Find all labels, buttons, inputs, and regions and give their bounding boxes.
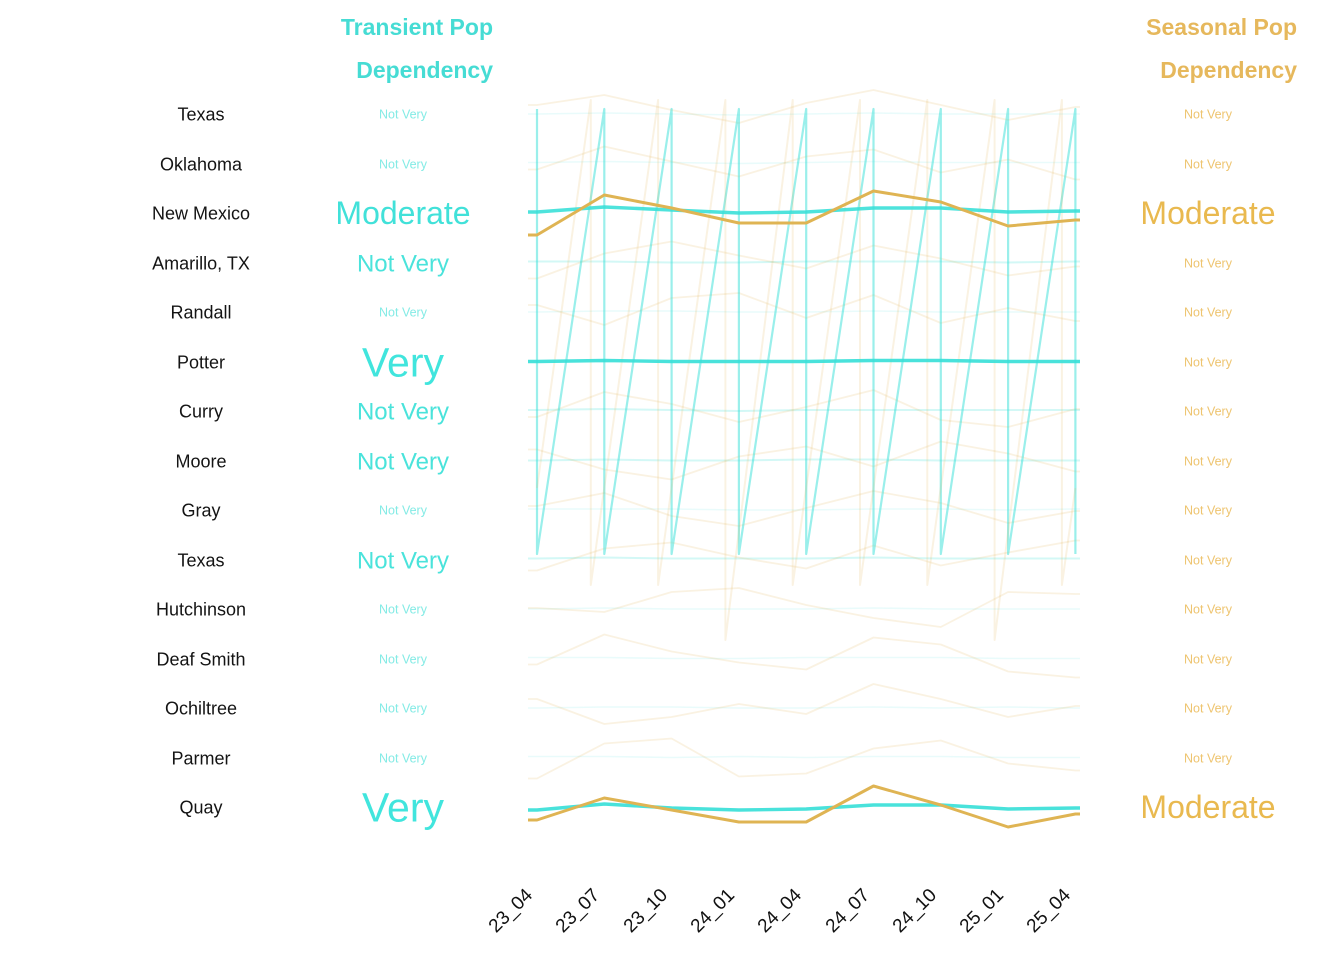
transient-dependency-value: Not Very [379, 602, 427, 617]
transient-dependency-value: Not Very [379, 701, 427, 716]
transient-dependency-value: Not Very [356, 249, 450, 277]
transient-line [528, 260, 1080, 264]
transient-dependency-value: Not Very [379, 503, 427, 518]
seasonal-dependency-value: Not Very [1184, 750, 1232, 765]
county-label: Gray [181, 500, 221, 521]
seasonal-spike [536, 99, 1077, 641]
transient-column-header: Transient Pop Dependency [193, 6, 493, 92]
seasonal-header-line2: Dependency [1160, 57, 1297, 83]
county-label: Amarillo, TX [152, 253, 250, 273]
transient-dependency-value: Not Very [379, 750, 427, 765]
seasonal-line [528, 292, 1080, 326]
county-label: Curry [179, 401, 223, 422]
county-label: Deaf Smith [156, 649, 246, 669]
transient-dependency-value: Not Very [356, 447, 450, 475]
transient-line [528, 556, 1080, 560]
seasonal-dependency-value: Not Very [1184, 503, 1232, 518]
seasonal-dependency-value: Not Very [1184, 107, 1232, 122]
transient-line [528, 112, 1080, 116]
transient-dependency-value: Not Very [379, 156, 427, 171]
seasonal-line [528, 633, 1080, 679]
seasonal-column-header: Seasonal Pop Dependency [997, 6, 1297, 92]
transient-dependency-value: Not Very [379, 107, 427, 122]
transient-line [528, 755, 1080, 759]
transient-line [528, 802, 1080, 812]
transient-line [528, 458, 1080, 462]
transient-line [528, 656, 1080, 660]
transient-dependency-value: Not Very [356, 546, 450, 574]
transient-spike [535, 107, 1077, 556]
transient-header-line2: Dependency [356, 57, 493, 83]
seasonal-dependency-value: Moderate [1140, 789, 1276, 826]
seasonal-dependency-value: Not Very [1184, 651, 1232, 666]
seasonal-dependency-value: Not Very [1184, 354, 1232, 369]
seasonal-dependency-value: Not Very [1184, 156, 1232, 171]
transient-line [528, 205, 1080, 215]
county-label: New Mexico [151, 203, 251, 224]
seasonal-line [528, 784, 1080, 829]
county-label: Ochiltree [164, 698, 238, 719]
seasonal-dependency-value: Not Very [1184, 305, 1232, 320]
transient-line [528, 358, 1080, 364]
county-label: Texas [177, 104, 225, 125]
transient-dependency-value: Not Very [379, 305, 427, 320]
seasonal-line [528, 683, 1080, 725]
transient-dependency-value: Very [361, 784, 445, 831]
county-label: Randall [170, 302, 232, 323]
transient-dependency-value: Moderate [335, 195, 471, 232]
transient-line [528, 706, 1080, 709]
seasonal-line [528, 539, 1080, 572]
county-label: Moore [175, 451, 227, 471]
seasonal-dependency-value: Not Very [1184, 552, 1232, 567]
transient-line [528, 607, 1080, 610]
seasonal-line [528, 737, 1080, 780]
seasonal-dependency-value: Not Very [1184, 404, 1232, 419]
seasonal-dependency-value: Not Very [1184, 255, 1232, 270]
seasonal-dependency-value: Not Very [1184, 602, 1232, 617]
county-label: Parmer [171, 748, 231, 768]
seasonal-line [528, 240, 1080, 280]
seasonal-dependency-value: Not Very [1184, 701, 1232, 716]
seasonal-line [528, 89, 1080, 124]
seasonal-header-line1: Seasonal Pop [1146, 14, 1297, 40]
transient-line [528, 408, 1080, 412]
seasonal-line [528, 189, 1080, 237]
seasonal-dependency-value: Moderate [1140, 195, 1276, 232]
county-label: Hutchinson [155, 599, 247, 620]
county-label: Texas [177, 550, 225, 570]
transient-dependency-value: Very [361, 338, 445, 385]
county-label: Oklahoma [159, 154, 243, 174]
county-label: Potter [176, 352, 226, 372]
seasonal-dependency-value: Not Very [1184, 453, 1232, 468]
transient-dependency-value: Not Very [379, 651, 427, 666]
seasonal-line [528, 587, 1080, 628]
transient-dependency-value: Not Very [356, 398, 450, 426]
county-label: Quay [179, 797, 223, 818]
transient-header-line1: Transient Pop [340, 14, 493, 40]
